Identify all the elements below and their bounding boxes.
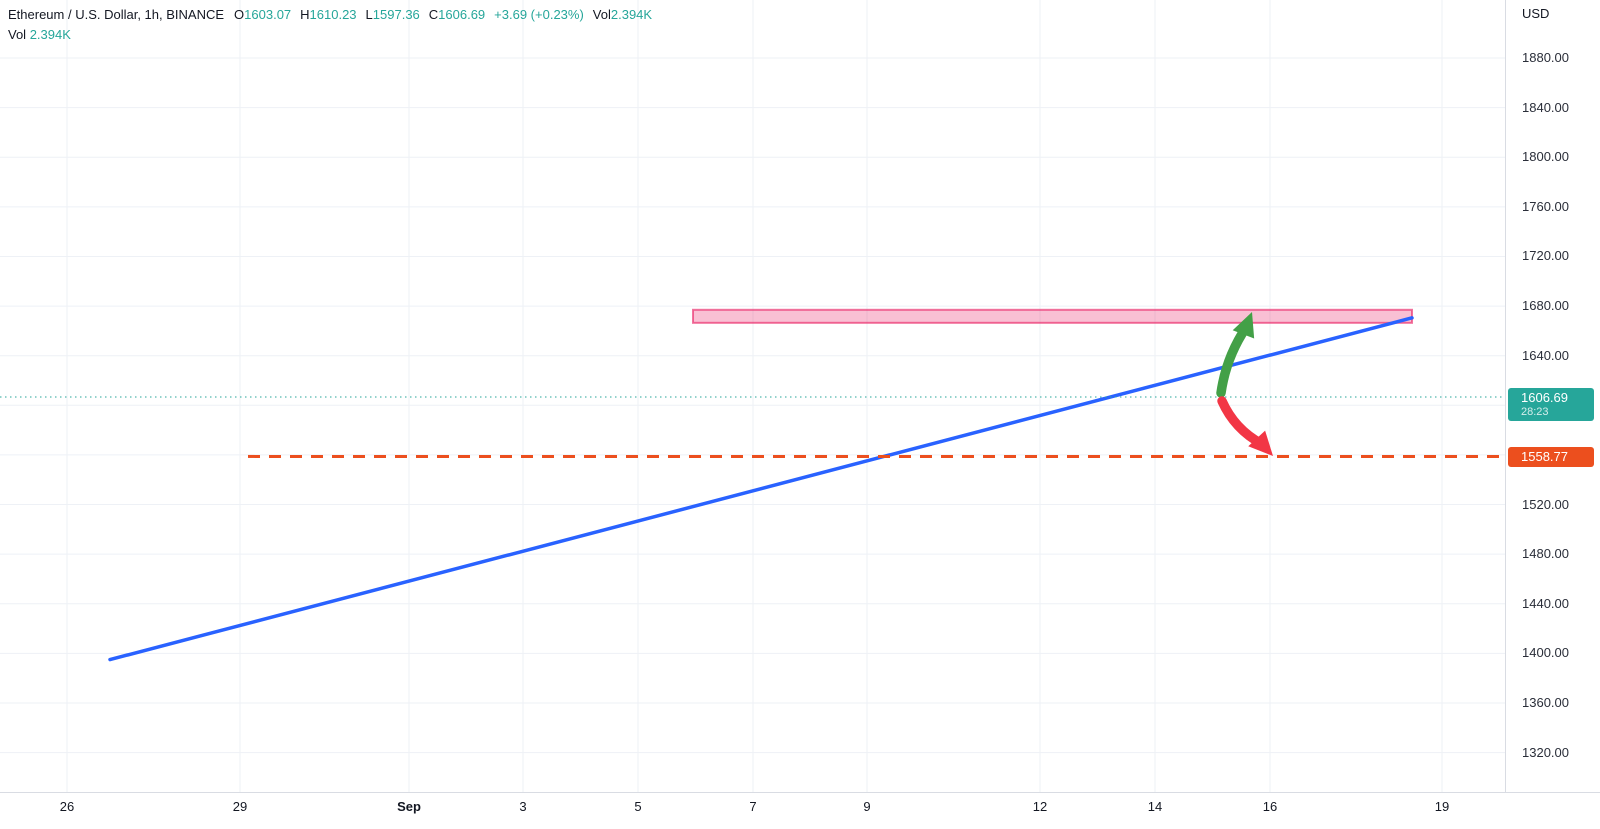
low-label: L — [365, 7, 373, 22]
time-tick-label: 3 — [519, 799, 527, 814]
symbol-title[interactable]: Ethereum / U.S. Dollar, 1h, BINANCE — [8, 7, 225, 22]
price-tick-label: 1880.00 — [1522, 50, 1569, 65]
price-axis[interactable]: USD 1880.00 1840.00 1800.00 1760.00 1720.00 1… — [1505, 0, 1600, 792]
current-price-text: 1606.69 — [1521, 390, 1568, 405]
close-value: 1606.69 — [438, 7, 486, 22]
time-tick-label: 16 — [1262, 799, 1278, 814]
time-tick-label: 19 — [1434, 799, 1450, 814]
price-tick-label: 1760.00 — [1522, 198, 1569, 214]
ohlc-row: Ethereum / U.S. Dollar, 1h, BINANCE O1603… — [8, 5, 661, 25]
alert-price-badge: 1558.77 — [1508, 446, 1594, 467]
volume-value: 2.394K — [610, 7, 653, 22]
bar-countdown: 28:23 — [1521, 406, 1549, 418]
high-label: H — [300, 7, 310, 22]
volume-label: Vol — [592, 7, 611, 22]
open-label: O — [234, 7, 245, 22]
time-tick-label: 14 — [1147, 799, 1163, 814]
change-value: +3.69 (+0.23%) — [494, 7, 584, 22]
price-tick-label: 1840.00 — [1522, 99, 1569, 115]
low-value: 1597.36 — [372, 7, 420, 22]
price-tick-label: 1520.00 — [1522, 496, 1569, 512]
time-tick-label: 29 — [232, 799, 248, 814]
price-tick-label: 1320.00 — [1522, 744, 1569, 760]
time-tick-label: 5 — [634, 799, 642, 814]
time-tick-label: Sep — [397, 799, 421, 814]
trendline-drawing[interactable] — [108, 316, 1414, 662]
high-value: 1610.23 — [309, 7, 357, 22]
price-tick-label: 1800.00 — [1522, 149, 1569, 165]
time-tick-label: 12 — [1032, 799, 1048, 814]
grid-layer — [0, 0, 1505, 792]
time-tick-label: 9 — [863, 799, 871, 814]
time-tick-label: 26 — [59, 799, 75, 814]
time-tick-label: 7 — [749, 799, 757, 814]
price-tick-label: 1680.00 — [1522, 298, 1569, 314]
vol-indicator-value: 2.394K — [29, 27, 71, 42]
price-tick-label: 1480.00 — [1522, 546, 1569, 562]
alert-price-text: 1558.77 — [1521, 448, 1568, 464]
price-tick-label: 1360.00 — [1522, 695, 1569, 710]
volume-row: Vol 2.394K — [8, 25, 661, 45]
time-axis[interactable]: 26 29 Sep 3 5 7 9 12 14 16 19 — [0, 792, 1600, 829]
open-value: 1603.07 — [244, 7, 292, 22]
symbol-info-bar: Ethereum / U.S. Dollar, 1h, BINANCE O1603… — [8, 5, 661, 45]
down-arrow-drawing[interactable] — [1217, 396, 1281, 464]
price-tick-label: 1400.00 — [1522, 645, 1569, 661]
price-tick-label: 1720.00 — [1522, 248, 1569, 264]
resistance-zone[interactable] — [692, 308, 1413, 324]
vol-indicator-label[interactable]: Vol — [8, 27, 27, 42]
price-tick-label: 1640.00 — [1522, 347, 1569, 363]
up-arrow-drawing[interactable] — [1216, 308, 1263, 398]
axis-currency-label: USD — [1522, 6, 1550, 21]
current-price-badge: 1606.69 28:23 — [1508, 388, 1594, 421]
price-tick-label: 1440.00 — [1522, 595, 1569, 611]
close-label: C — [428, 7, 439, 22]
